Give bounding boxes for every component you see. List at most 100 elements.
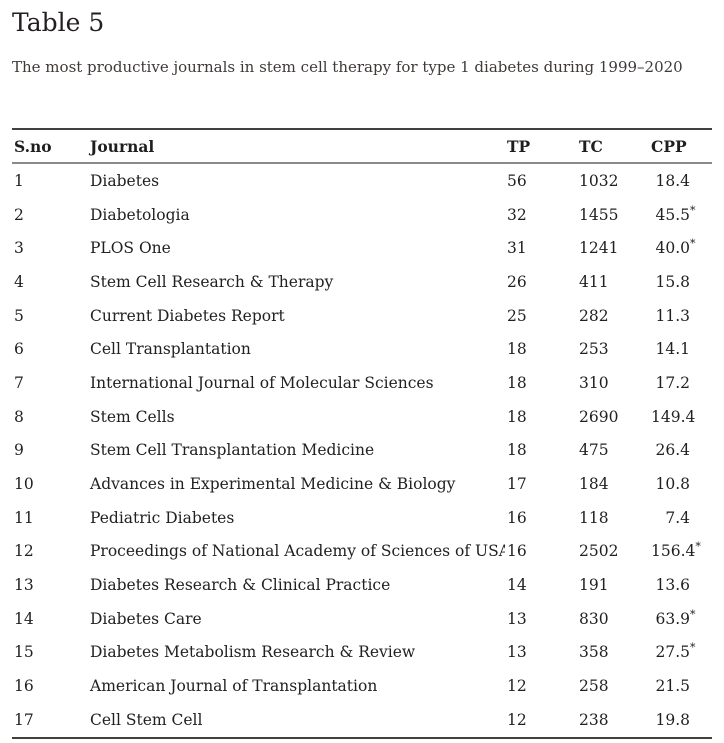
column-header-sno: S.no — [12, 128, 88, 164]
cpp-value: 15.8 — [655, 272, 690, 291]
row-cpp: 13.6 — [649, 568, 712, 602]
table-row: 8 Stem Cells 18 2690 149.4 — [12, 400, 712, 434]
column-header-tc: TC — [577, 128, 649, 164]
row-journal: Diabetes Care — [90, 609, 202, 628]
row-cpp: 156.4* — [651, 540, 701, 561]
column-header-journal: Journal — [88, 128, 505, 164]
row-sno: 3 — [14, 239, 24, 258]
row-tp: 18 — [507, 373, 527, 392]
row-journal: International Journal of Molecular Scien… — [90, 373, 434, 392]
row-cpp: 17.2 — [649, 366, 712, 400]
row-journal: Stem Cell Transplantation Medicine — [90, 441, 375, 460]
row-cpp: 10.8 — [649, 467, 712, 501]
row-journal: American Journal of Transplantation — [90, 677, 378, 696]
row-journal: Cell Stem Cell — [88, 703, 505, 739]
row-tc: 1241 — [579, 239, 619, 258]
row-cpp: 11.3 — [649, 299, 712, 333]
cpp-value: 149.4 — [651, 407, 696, 426]
table-row: 11 Pediatric Diabetes 16 118 7.4 — [12, 501, 712, 535]
row-tp: 13 — [507, 609, 527, 628]
row-tp: 12 — [505, 703, 577, 739]
row-cpp: 19.8 — [649, 703, 712, 739]
row-tp: 16 — [507, 542, 527, 561]
cpp-value: 40.0 — [655, 239, 690, 258]
row-sno: 1 — [14, 171, 24, 190]
cpp-value: 17.2 — [655, 373, 690, 392]
table-row: 12 Proceedings of National Academy of Sci… — [12, 535, 712, 569]
table-row: 13 Diabetes Research & Clinical Practice 1… — [12, 568, 712, 602]
row-journal: Diabetes — [90, 171, 160, 190]
row-tc: 2502 — [579, 542, 619, 561]
table-row: 14 Diabetes Care 13 830 63.9* — [12, 602, 712, 636]
row-cpp: 7.4 — [649, 501, 712, 535]
cpp-value: 18.4 — [655, 171, 690, 190]
column-header-tp: TP — [505, 128, 577, 164]
row-tc: 411 — [579, 272, 609, 291]
row-tc: 282 — [579, 306, 609, 325]
row-tp: 32 — [507, 205, 527, 224]
row-journal: PLOS One — [90, 239, 171, 258]
row-tp: 56 — [507, 171, 527, 190]
table-caption: The most productive journals in stem cel… — [12, 58, 683, 76]
row-sno: 15 — [14, 643, 34, 662]
row-cpp: 63.9* — [655, 607, 696, 628]
cpp-value: 11.3 — [655, 306, 690, 325]
row-journal: Current Diabetes Report — [90, 306, 285, 325]
row-tc: 475 — [579, 441, 609, 460]
row-sno: 9 — [14, 441, 24, 460]
row-tp: 18 — [507, 441, 527, 460]
table-row: 9 Stem Cell Transplantation Medicine 18 475… — [12, 434, 712, 468]
table-body: 1 Diabetes 56 1032 18.4 2 Diabetologia 32 1455 45… — [12, 163, 712, 739]
row-tp: 18 — [507, 407, 527, 426]
row-tp: 12 — [507, 677, 527, 696]
table-row: 5 Current Diabetes Report 25 282 11.3 — [12, 299, 712, 333]
row-cpp: 26.4 — [649, 434, 712, 468]
row-tc: 184 — [579, 475, 609, 494]
table-row: 16 American Journal of Transplantation 12 2… — [12, 669, 712, 703]
cpp-value: 45.5 — [655, 205, 690, 224]
row-tc: 258 — [579, 677, 609, 696]
row-tp: 31 — [507, 239, 527, 258]
row-cpp: 27.5* — [655, 641, 696, 662]
row-tc: 253 — [579, 340, 609, 359]
row-tc: 118 — [579, 508, 609, 527]
journals-table: S.no Journal TP TC CPP 1 Diabetes 56 1032 18… — [12, 128, 712, 739]
cpp-value: 21.5 — [655, 677, 690, 696]
row-tc: 1032 — [579, 171, 619, 190]
row-sno: 8 — [14, 407, 24, 426]
row-cpp: 18.4 — [649, 163, 712, 198]
row-journal: Diabetologia — [90, 205, 190, 224]
row-journal: Stem Cell Research & Therapy — [90, 272, 334, 291]
row-sno: 7 — [14, 373, 24, 392]
cpp-value: 13.6 — [655, 576, 690, 595]
row-tc: 191 — [579, 576, 609, 595]
row-sno: 17 — [12, 703, 88, 739]
row-tc: 358 — [579, 643, 609, 662]
row-sno: 11 — [14, 508, 34, 527]
cpp-value: 26.4 — [655, 441, 690, 460]
row-cpp: 15.8 — [649, 265, 712, 299]
row-tc: 2690 — [579, 407, 619, 426]
row-journal: Proceedings of National Academy of Scien… — [90, 542, 505, 561]
table-row: 2 Diabetologia 32 1455 45.5* — [12, 198, 712, 232]
row-sno: 13 — [14, 576, 34, 595]
row-sno: 12 — [14, 542, 34, 561]
row-tc: 238 — [577, 703, 649, 739]
table-header: S.no Journal TP TC CPP — [12, 128, 712, 164]
cpp-value: 63.9 — [655, 609, 690, 628]
cpp-value: 14.1 — [655, 340, 690, 359]
row-sno: 2 — [14, 205, 24, 224]
row-sno: 4 — [14, 272, 24, 291]
cpp-value: 10.8 — [655, 475, 690, 494]
row-cpp: 40.0* — [655, 237, 696, 258]
table-row: 4 Stem Cell Research & Therapy 26 411 15.8 — [12, 265, 712, 299]
row-journal: Diabetes Research & Clinical Practice — [90, 576, 391, 595]
row-tp: 18 — [507, 340, 527, 359]
row-sno: 6 — [14, 340, 24, 359]
row-tc: 830 — [579, 609, 609, 628]
row-journal: Advances in Experimental Medicine & Biol… — [90, 475, 456, 494]
cpp-value: 19.8 — [655, 710, 690, 729]
table-row: 17 Cell Stem Cell 12 238 19.8 — [12, 703, 712, 739]
row-journal: Diabetes Metabolism Research & Review — [90, 643, 416, 662]
table-row: 15 Diabetes Metabolism Research & Review 1… — [12, 636, 712, 670]
